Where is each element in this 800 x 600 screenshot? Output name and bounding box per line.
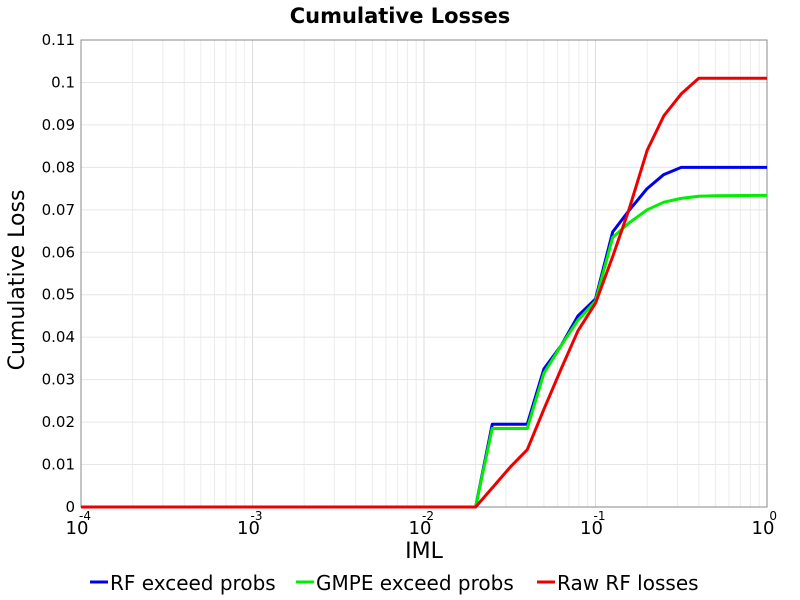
x-tick-label: 10 [409, 518, 432, 539]
x-axis-label: IML [405, 539, 443, 564]
series-line [81, 193, 768, 509]
y-tick-label: 0.1 [51, 73, 75, 91]
legend: RF exceed probs GMPE exceed probs Raw RF l… [90, 571, 699, 595]
y-tick-label: 0.08 [42, 158, 75, 176]
legend-label: RF exceed probs [110, 571, 276, 595]
x-tick-exponent: -3 [251, 509, 263, 523]
grid [80, 39, 767, 508]
y-tick-label: 0.03 [42, 371, 75, 389]
y-tick-label: 0 [65, 498, 75, 516]
legend-label: GMPE exceed probs [316, 571, 514, 595]
x-tick-exponent: -2 [422, 509, 434, 523]
x-tick-exponent: 0 [769, 509, 777, 523]
y-tick-label: 0.09 [42, 116, 75, 134]
x-tick-label: 10 [580, 518, 603, 539]
y-tick-label: 0.02 [42, 413, 75, 431]
y-tick-label: 0.04 [42, 328, 75, 346]
series-line [81, 165, 767, 509]
x-tick-label: 10 [752, 518, 775, 539]
x-tick-label: 10 [66, 518, 89, 539]
y-tick-label: 0.01 [42, 456, 75, 474]
y-tick-label: 0.07 [42, 201, 75, 219]
y-tick-label: 0.05 [42, 286, 75, 304]
series-lines [81, 76, 768, 509]
y-axis-label: Cumulative Loss [5, 190, 30, 371]
series-line [81, 76, 767, 509]
legend-label: Raw RF losses [557, 571, 699, 595]
chart-title: Cumulative Losses [290, 4, 511, 28]
x-tick-exponent: -4 [79, 509, 91, 523]
y-tick-label: 0.11 [42, 31, 75, 49]
y-tick-label: 0.06 [42, 243, 75, 261]
x-tick-label: 10 [237, 518, 260, 539]
x-tick-exponent: -1 [594, 509, 606, 523]
y-axis-ticks: 0 0.01 0.02 0.03 0.04 0.05 0.06 0.07 0.08 0.09 0.1… [42, 31, 75, 516]
